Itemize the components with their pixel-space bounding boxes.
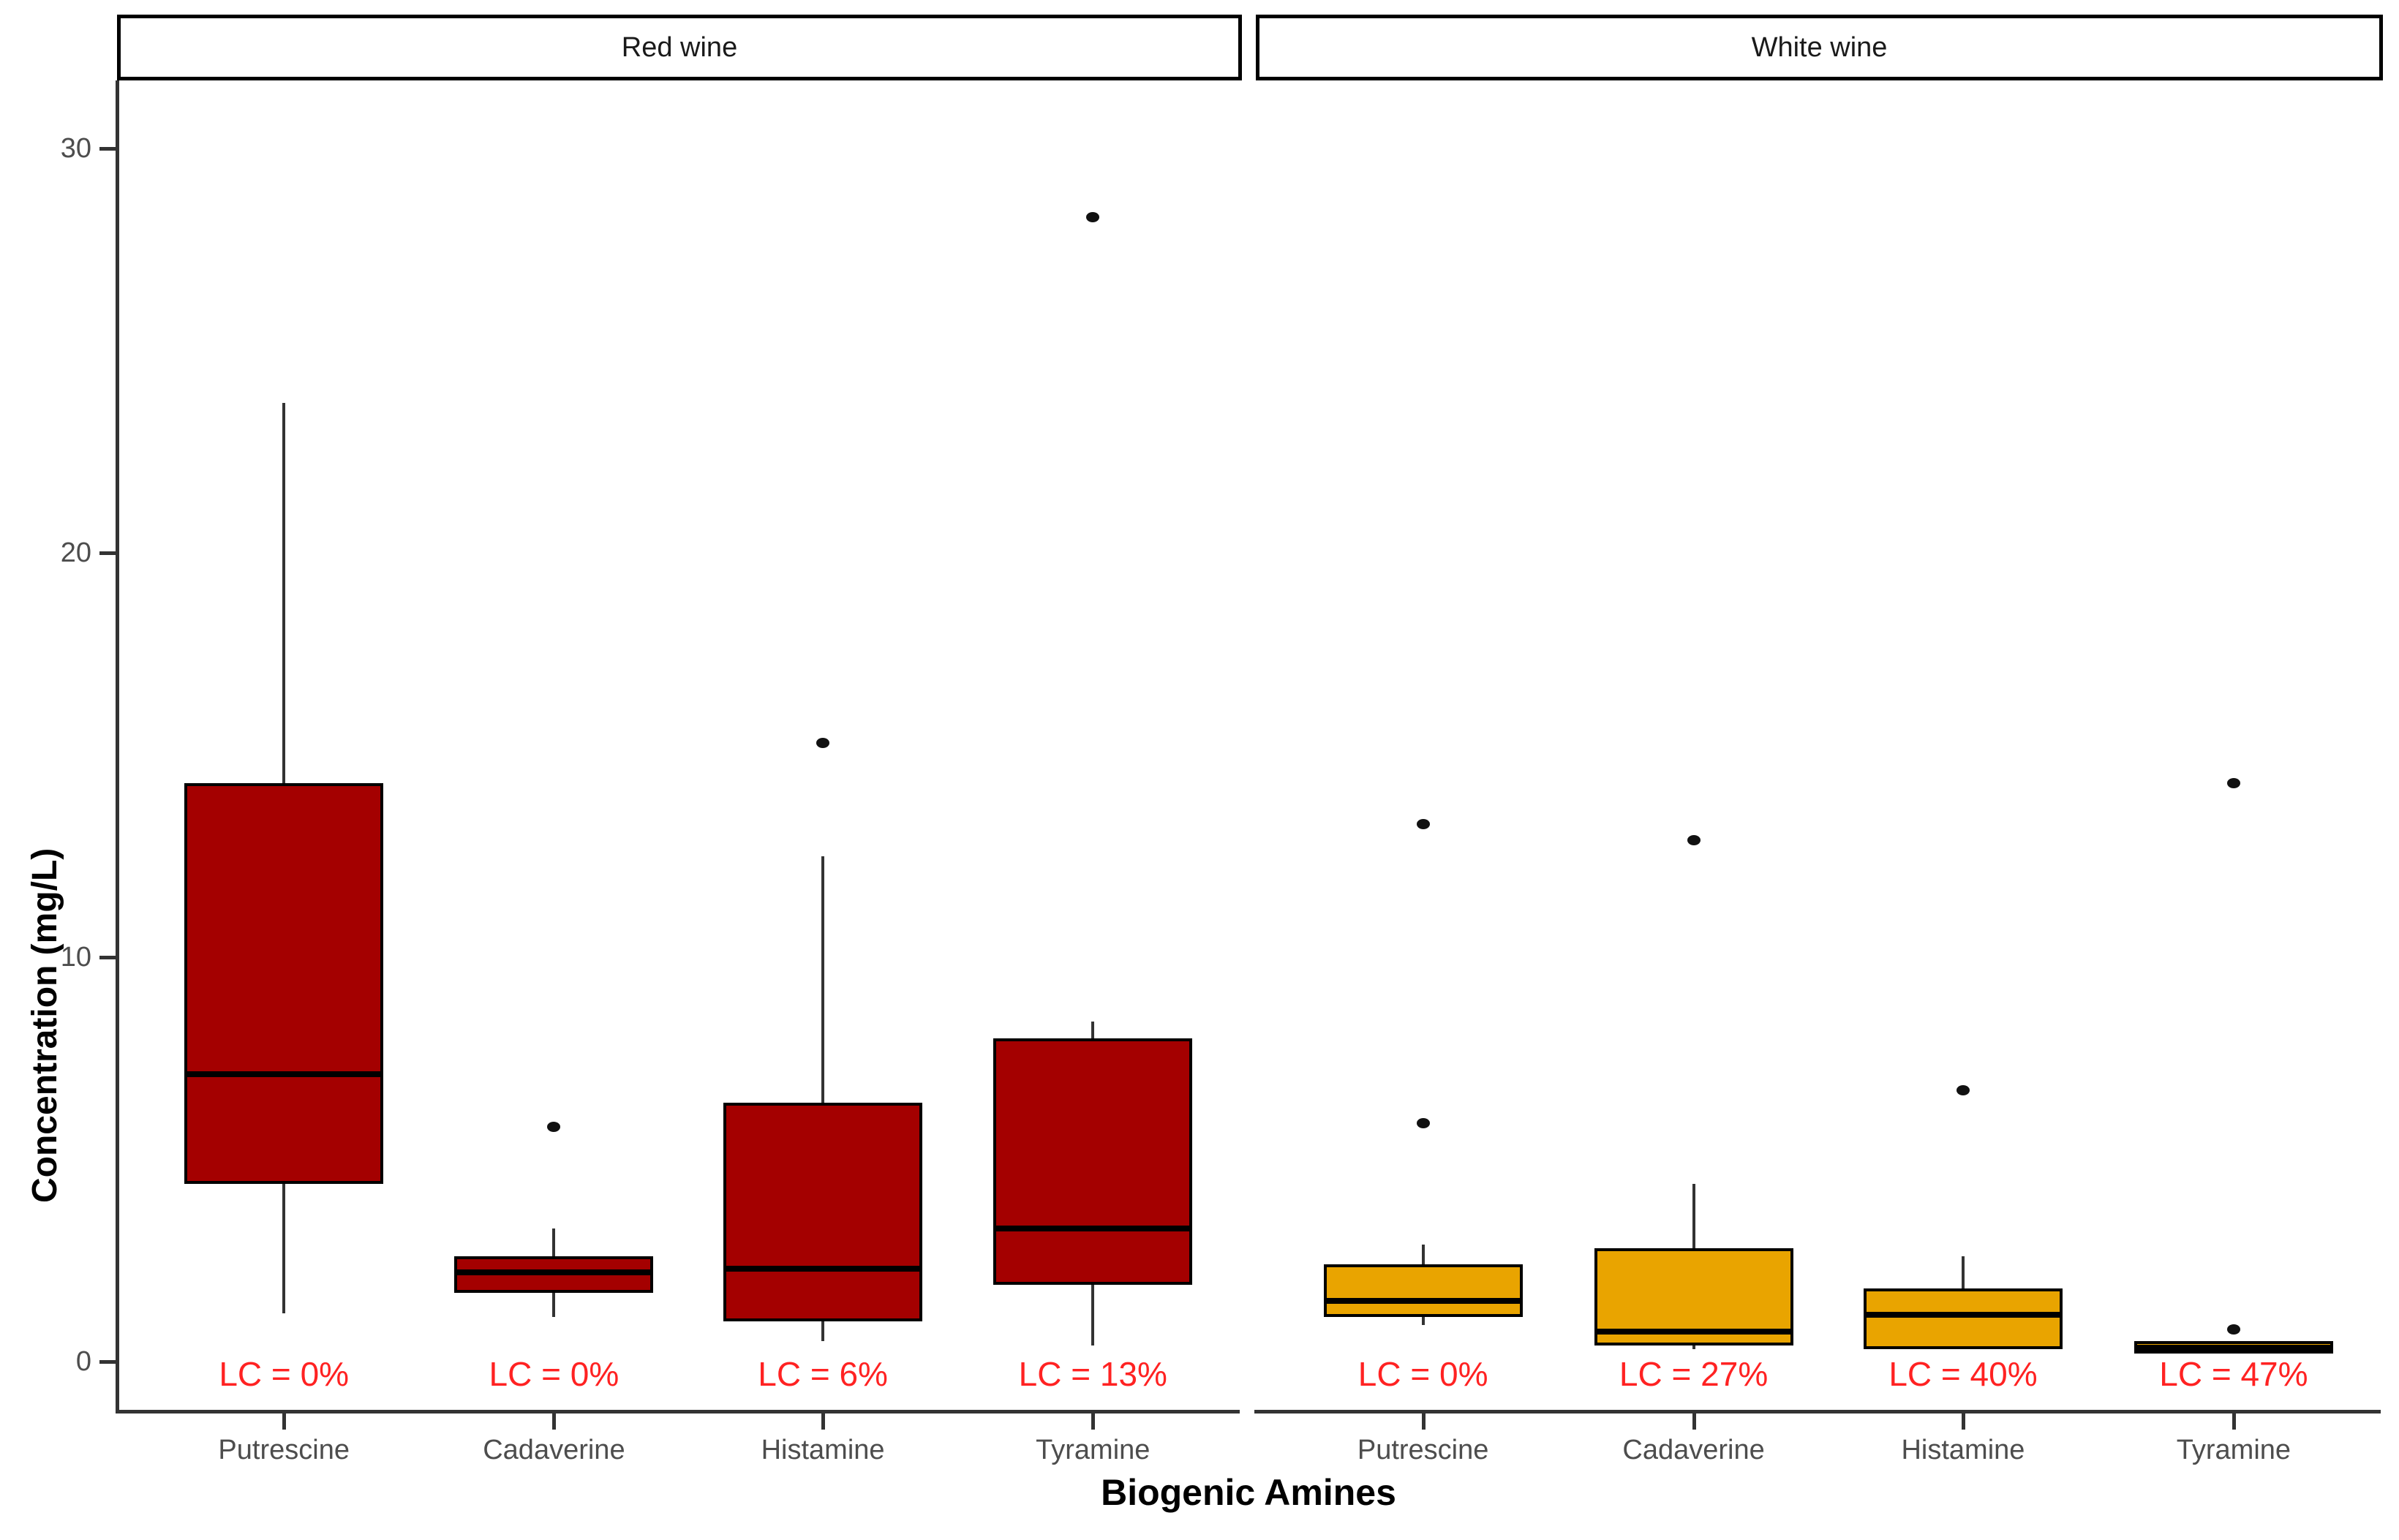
x-axis-tick-label: Putrescine — [218, 1435, 350, 1465]
boxplot-box — [184, 783, 384, 1184]
y-axis-tick-label: 30 — [60, 133, 91, 164]
lc-annotation: LC = 47% — [2159, 1355, 2308, 1393]
lc-annotation: LC = 40% — [1888, 1355, 2038, 1393]
lc-annotation: LC = 0% — [489, 1355, 619, 1393]
lower-whisker — [1692, 1345, 1695, 1350]
upper-whisker — [282, 403, 286, 784]
outlier-point — [1956, 1085, 1970, 1096]
x-axis-tick-label: Histamine — [761, 1435, 885, 1465]
median-line — [993, 1225, 1193, 1231]
y-axis-tick-label: 20 — [60, 537, 91, 568]
median-line — [2134, 1344, 2333, 1351]
boxplot-box — [1863, 1288, 2063, 1350]
lc-annotation: LC = 13% — [1018, 1355, 1167, 1393]
upper-whisker — [1961, 1256, 1965, 1289]
upper-whisker — [1692, 1183, 1695, 1249]
median-line — [184, 1071, 384, 1078]
outlier-point — [1687, 834, 1701, 845]
x-axis-line — [116, 1410, 1240, 1413]
x-axis-line — [1254, 1410, 2381, 1413]
y-axis-tick — [99, 147, 116, 151]
lc-annotation: LC = 6% — [758, 1355, 888, 1393]
x-axis-tick-label: Tyramine — [1036, 1435, 1150, 1465]
x-axis-tick — [1961, 1413, 1965, 1430]
upper-whisker — [552, 1228, 556, 1257]
lc-annotation: LC = 0% — [219, 1355, 350, 1393]
y-axis-title: Concentration (mg/L) — [26, 848, 64, 1203]
x-axis-tick — [1421, 1413, 1426, 1430]
y-axis-tick — [99, 1360, 116, 1364]
median-line — [1323, 1298, 1523, 1305]
outlier-point — [2226, 778, 2240, 789]
x-axis-tick — [821, 1413, 826, 1430]
x-axis-tick-label: Tyramine — [2176, 1435, 2291, 1465]
lower-whisker — [552, 1292, 556, 1318]
boxplot-box — [1323, 1264, 1523, 1318]
y-axis-tick-label: 10 — [60, 942, 91, 973]
y-axis-line — [116, 80, 119, 1411]
x-axis-tick-label: Cadaverine — [483, 1435, 625, 1465]
x-axis-tick — [1692, 1413, 1696, 1430]
facet-strip-label: Red wine — [621, 31, 738, 63]
x-axis-title: Biogenic Amines — [1101, 1472, 1396, 1513]
x-axis-tick — [2232, 1413, 2236, 1430]
lower-whisker — [821, 1321, 825, 1342]
y-axis-tick-label: 0 — [75, 1346, 91, 1377]
outlier-point — [816, 737, 830, 748]
x-axis-tick-label: Histamine — [1901, 1435, 2025, 1465]
facet-strip-label: White wine — [1751, 31, 1888, 63]
facet-strip: White wine — [1256, 15, 2383, 80]
upper-whisker — [821, 856, 825, 1103]
median-line — [454, 1269, 654, 1276]
x-axis-tick-label: Cadaverine — [1622, 1435, 1765, 1465]
lc-annotation: LC = 0% — [1357, 1355, 1488, 1393]
lower-whisker — [1421, 1317, 1425, 1326]
outlier-point — [1416, 1117, 1430, 1128]
y-axis-tick — [99, 956, 116, 959]
x-axis-tick — [282, 1413, 287, 1430]
x-axis-tick-label: Putrescine — [1357, 1435, 1489, 1465]
lower-whisker — [282, 1183, 286, 1313]
upper-whisker — [1421, 1244, 1425, 1265]
lower-whisker — [1091, 1284, 1095, 1345]
outlier-point — [2226, 1324, 2240, 1335]
x-axis-tick — [1091, 1413, 1096, 1430]
upper-whisker — [1091, 1022, 1095, 1038]
x-axis-tick — [552, 1413, 557, 1430]
outlier-point — [1086, 212, 1100, 222]
boxplot-box — [723, 1103, 923, 1321]
y-axis-tick — [99, 551, 116, 555]
boxplot-box — [993, 1038, 1193, 1285]
median-line — [1863, 1312, 2063, 1318]
outlier-point — [547, 1122, 561, 1133]
facet-strip: Red wine — [117, 15, 1242, 80]
median-line — [723, 1265, 923, 1272]
lc-annotation: LC = 27% — [1619, 1355, 1769, 1393]
outlier-point — [1416, 818, 1430, 829]
median-line — [1594, 1328, 1793, 1335]
